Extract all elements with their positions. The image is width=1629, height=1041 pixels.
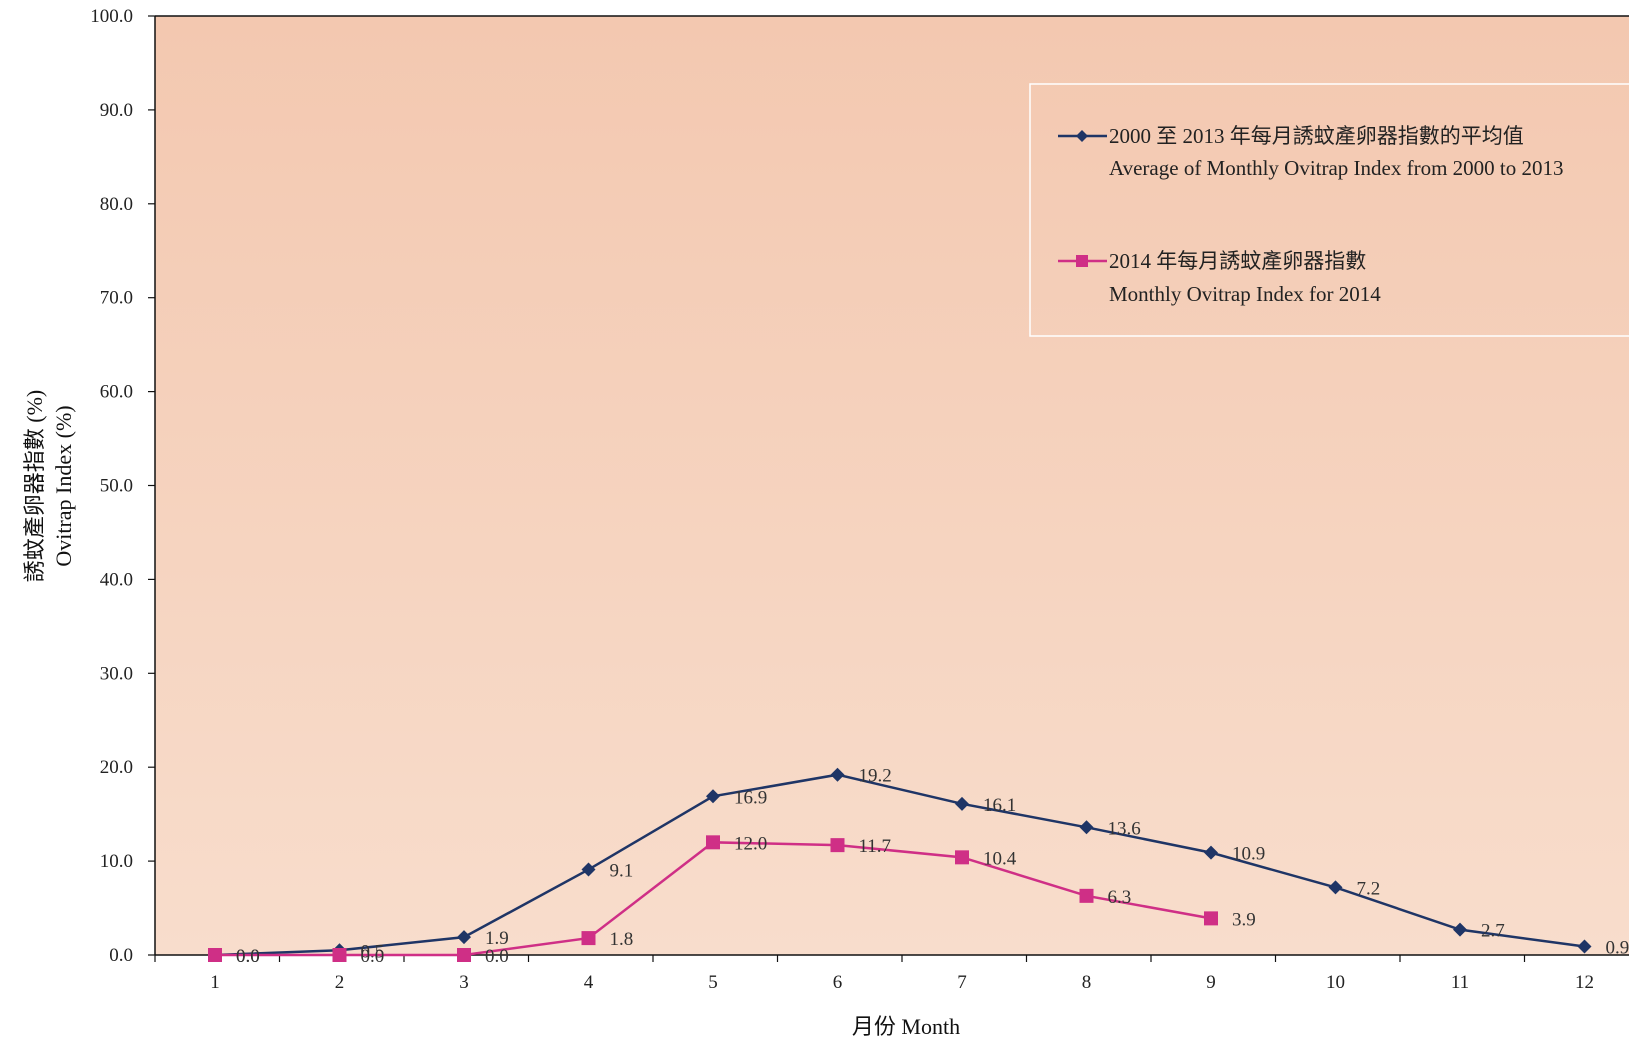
data-label: 11.7	[859, 836, 892, 857]
legend: 2000 至 2013 年每月誘蚊產卵器指數的平均值 Average of Mo…	[1029, 83, 1629, 337]
legend-avg-marker	[1076, 130, 1088, 142]
legend-2014-label-zh: 2014 年每月誘蚊產卵器指數	[1109, 249, 1366, 273]
data-label: 0.0	[361, 946, 385, 967]
data-label: 9.1	[610, 861, 634, 882]
y-tick-label: 0.0	[109, 945, 133, 966]
y-tick-label: 70.0	[100, 288, 133, 309]
x-axis-title: 月份 Month	[852, 1014, 960, 1039]
series-line	[214, 773, 1585, 957]
x-tick-label: 5	[708, 972, 718, 993]
x-tick-label: 12	[1575, 972, 1594, 993]
y-tick-label: 40.0	[100, 569, 133, 590]
x-tick-label: 2	[335, 972, 345, 993]
data-label: 0.0	[236, 946, 260, 967]
x-tick-label: 9	[1206, 972, 1216, 993]
data-point	[955, 796, 969, 811]
data-point	[581, 931, 596, 946]
x-tick-label: 10	[1326, 972, 1345, 993]
data-point	[1453, 922, 1467, 937]
x-tick-label: 8	[1082, 972, 1092, 993]
x-tick-label: 6	[833, 972, 843, 993]
data-point	[706, 789, 720, 804]
data-point	[1328, 880, 1343, 895]
data-point	[1079, 820, 1094, 835]
legend-avg-label-zh: 2000 至 2013 年每月誘蚊產卵器指數的平均值	[1109, 124, 1524, 148]
data-point	[830, 767, 845, 782]
legend-2014-label-en: Monthly Ovitrap Index for 2014	[1109, 282, 1381, 306]
plot-area	[155, 16, 1629, 955]
data-point	[581, 862, 596, 877]
data-label: 16.9	[734, 787, 767, 808]
data-label: 7.2	[1357, 878, 1381, 899]
data-label: 13.6	[1108, 818, 1141, 839]
data-label: 12.0	[734, 833, 767, 854]
x-tick-label: 7	[957, 972, 967, 993]
series-2014: 0.0 0.0 0.0 1.8 12.0 11.7 10.4 6.3 3.9	[208, 833, 1256, 967]
data-point	[457, 948, 471, 962]
y-tick-label: 20.0	[100, 757, 133, 778]
y-tick-label: 10.0	[100, 851, 133, 872]
data-label: 1.9	[485, 928, 509, 949]
y-axis-title-en: Ovitrap Index (%)	[51, 405, 76, 566]
data-point	[457, 930, 471, 945]
data-label: 16.1	[983, 795, 1016, 816]
data-point	[208, 948, 222, 962]
data-point	[955, 850, 969, 865]
x-tick-label: 11	[1451, 972, 1469, 993]
legend-2014-marker	[1076, 255, 1088, 267]
data-label: 10.9	[1232, 844, 1265, 865]
data-point	[830, 838, 845, 853]
series-layer: 0.0 0.51.99.116.919.216.113.610.97.22.70.…	[208, 766, 1629, 967]
y-tick-label: 50.0	[100, 476, 133, 497]
data-label: 10.4	[983, 848, 1017, 869]
legend-avg-label-en: Average of Monthly Ovitrap Index from 20…	[1109, 156, 1564, 180]
legend-box	[1029, 83, 1629, 337]
data-point	[332, 948, 347, 962]
y-tick-label: 60.0	[100, 382, 133, 403]
y-tick-label: 100.0	[90, 6, 133, 27]
series-average-2000-2013: 0.0 0.51.99.116.919.216.113.610.97.22.70.…	[208, 766, 1629, 967]
data-label: 19.2	[859, 766, 892, 787]
data-label: 3.9	[1232, 909, 1256, 930]
data-point	[1204, 845, 1218, 860]
data-label: 0.5	[361, 941, 385, 962]
x-tick-label: 4	[584, 972, 594, 993]
data-label: 0.0	[485, 946, 509, 967]
data-point	[1079, 888, 1094, 903]
y-tick-label: 80.0	[100, 194, 133, 215]
data-label: 0.0	[236, 946, 260, 967]
data-label: 1.8	[610, 929, 634, 950]
x-tick-label: 1	[210, 972, 220, 993]
data-point	[1577, 939, 1592, 954]
y-tick-label: 90.0	[100, 100, 133, 121]
data-point	[1204, 911, 1218, 926]
y-axis: 0.0 10.0 20.0 30.0 40.0 50.0 60.0 70.0 80.0 90.0 1…	[90, 6, 1629, 966]
y-axis-title-zh: 誘蚊產卵器指數 (%)	[22, 390, 47, 582]
data-point	[706, 835, 720, 850]
data-label: 0.9	[1606, 938, 1629, 959]
data-label: 2.7	[1481, 921, 1505, 942]
y-tick-label: 30.0	[100, 663, 133, 684]
x-tick-label: 3	[459, 972, 469, 993]
data-label: 6.3	[1108, 887, 1132, 908]
